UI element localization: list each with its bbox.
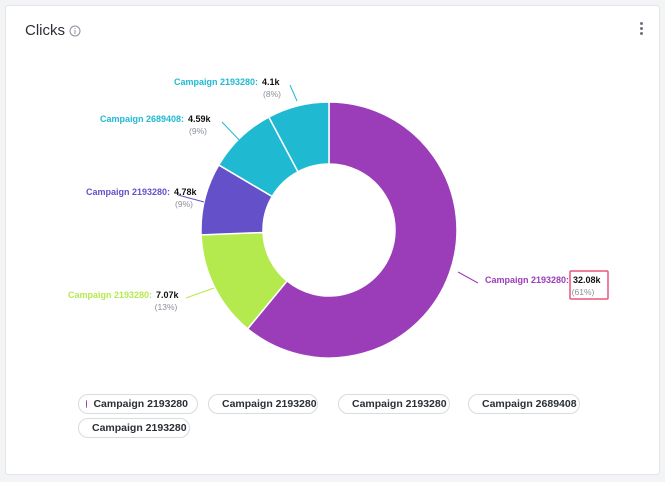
donut-slice-5[interactable] [267, 101, 330, 173]
data-label-name-2: Campaign 2193280: [68, 290, 152, 300]
leader-line-1 [457, 271, 479, 284]
highlight-box [569, 270, 609, 300]
data-label-value-3: 4.78k [174, 187, 198, 197]
legend-item-3[interactable]: Campaign 2193280 [338, 394, 450, 414]
legend-label: Campaign 2689408 [482, 398, 577, 410]
widget-title: Clicks [25, 22, 65, 39]
data-label-percent-3: (9%) [175, 199, 193, 209]
data-label-name-1: Campaign 2193280: [485, 275, 569, 285]
legend-item-5[interactable]: Campaign 2193280 [78, 418, 190, 438]
data-label-name-4: Campaign 2689408: [100, 114, 184, 124]
leader-line-5 [289, 84, 298, 102]
legend-item-1[interactable]: Campaign 2193280 [78, 394, 198, 414]
data-label-value-5: 4.1k [262, 77, 281, 87]
leader-line-4 [221, 121, 243, 144]
legend-label: Campaign 2193280 [222, 398, 317, 410]
data-label-percent-4: (9%) [189, 126, 207, 136]
data-label-value-4: 4.59k [188, 114, 212, 124]
data-label-value-2: 7.07k [156, 290, 180, 300]
kebab-menu-icon[interactable] [634, 20, 648, 38]
legend-dot-icon [86, 400, 88, 408]
donut-slice-1[interactable] [246, 101, 458, 359]
data-label-name-5: Campaign 2193280: [174, 77, 258, 87]
data-label-percent-1: (61%) [572, 287, 595, 297]
data-label-percent-5: (8%) [263, 89, 281, 99]
info-circle-icon[interactable] [69, 25, 81, 37]
data-label-percent-2: (13%) [155, 302, 178, 312]
legend-label: Campaign 2193280 [93, 398, 188, 410]
data-label-name-3: Campaign 2193280: [86, 187, 170, 197]
data-label-value-1: 32.08k [573, 275, 602, 285]
leader-line-2 [185, 287, 215, 299]
legend-item-4[interactable]: Campaign 2689408 [468, 394, 580, 414]
legend-label: Campaign 2193280 [92, 422, 187, 434]
legend-label: Campaign 2193280 [352, 398, 447, 410]
leader-line-3 [177, 194, 205, 203]
legend-item-2[interactable]: Campaign 2193280 [208, 394, 318, 414]
